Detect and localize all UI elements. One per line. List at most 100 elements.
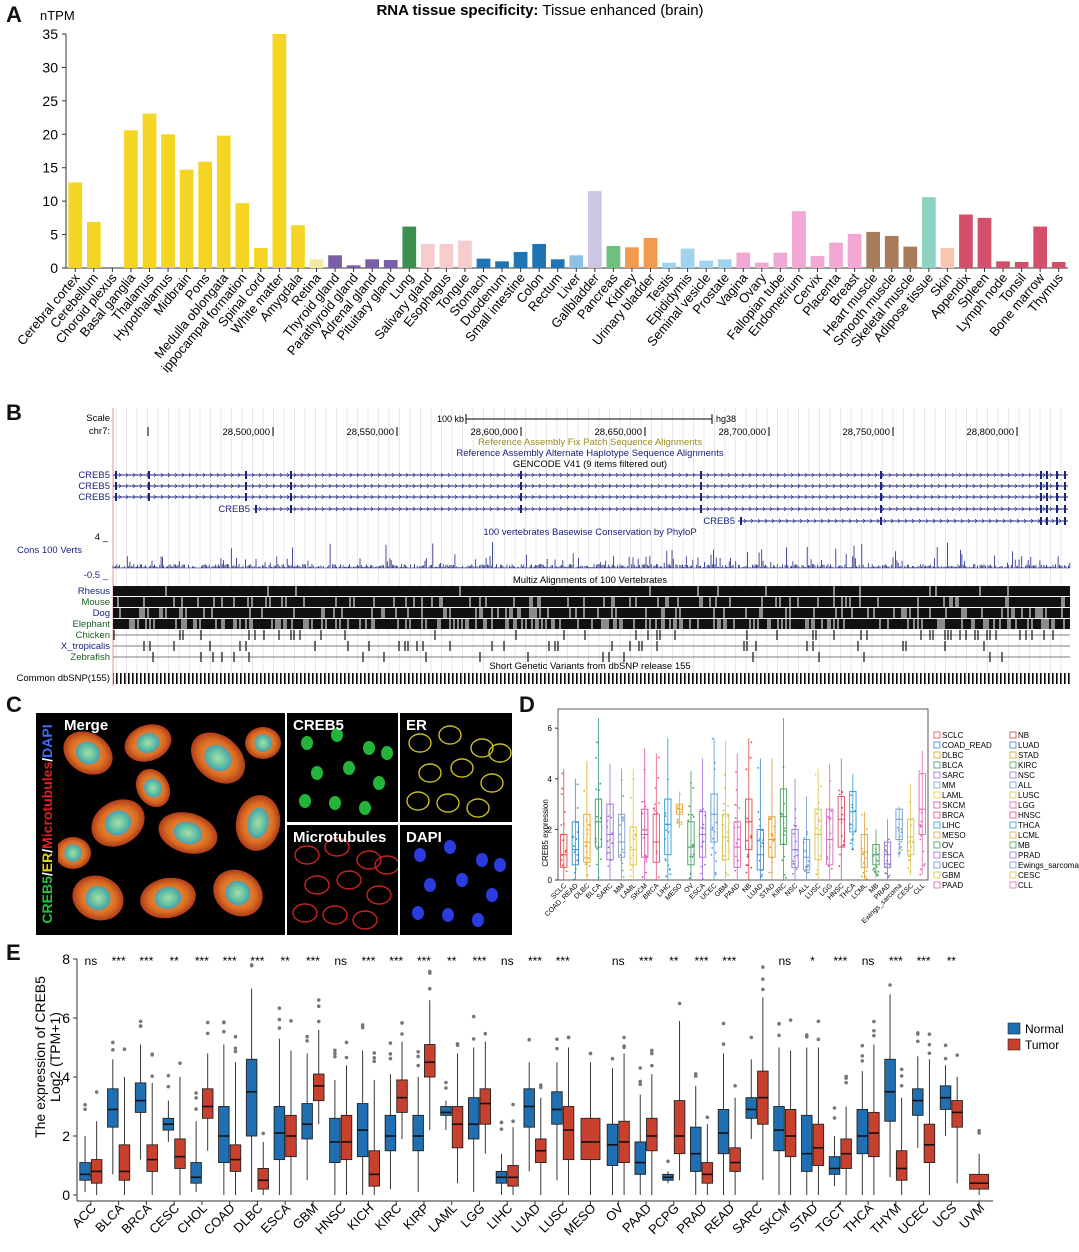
e-box (79, 1103, 91, 1193)
e-outlier (166, 1073, 171, 1078)
gene-strand-arrow (195, 472, 199, 478)
gene-strand-arrow (918, 518, 922, 524)
gene-strand-arrow (734, 472, 738, 478)
d-box (745, 738, 753, 880)
gene-strand-arrow (447, 483, 451, 489)
e-box (412, 1049, 424, 1193)
gene-strand-arrow (426, 506, 430, 512)
d-point (598, 789, 600, 792)
gene-strand-arrow (678, 483, 682, 489)
gene-strand-arrow (1000, 494, 1004, 500)
panel-a-title: RNA tissue specificity: Tissue enhanced … (376, 2, 703, 19)
d-point (621, 817, 624, 820)
d-legend-label: CLL (1018, 881, 1033, 890)
d-point (768, 871, 771, 874)
d-plot-frame (557, 708, 929, 881)
d-legend-item: LIHC (933, 821, 960, 830)
e-box-body (701, 1162, 714, 1184)
e-outlier (400, 1021, 404, 1025)
gene-strand-arrow (468, 494, 472, 500)
d-box-body (560, 834, 568, 868)
d-point (907, 849, 910, 852)
a-bar (513, 251, 528, 268)
gene-exon (700, 482, 702, 490)
d-legend-label: CESC (1018, 871, 1040, 880)
gene-strand-arrow (1023, 518, 1027, 524)
e-significance-mark: *** (112, 954, 126, 968)
gene-strand-arrow (391, 506, 395, 512)
d-box-body (687, 821, 695, 866)
d-point (900, 831, 903, 834)
gene-strand-arrow (552, 483, 556, 489)
gene-strand-arrow (475, 483, 479, 489)
d-point (885, 872, 888, 875)
gene-strand-arrow (778, 518, 782, 524)
d-point (826, 858, 829, 860)
snp-track (113, 673, 1070, 684)
e-box (285, 1019, 297, 1195)
a-bar (866, 231, 881, 268)
gene-strand-arrow (930, 472, 934, 478)
d-point (576, 783, 579, 786)
gene-strand-arrow (846, 494, 850, 500)
d-point (898, 843, 901, 845)
a-bar (253, 247, 268, 268)
d-point (897, 852, 900, 855)
e-outlier (94, 1090, 99, 1094)
d-legend-swatch (1009, 781, 1017, 789)
gene-strand-arrow (643, 494, 647, 500)
e-outlier (471, 1014, 476, 1019)
gene-strand-arrow (692, 483, 696, 489)
gene-strand-arrow (727, 506, 731, 512)
merge-nucleus (154, 886, 182, 910)
gene-label: CREB5 (78, 492, 110, 503)
e-box (368, 1051, 380, 1195)
gene-strand-arrow (237, 472, 241, 478)
e-box (895, 1067, 908, 1195)
gene-strand-arrow (636, 472, 640, 478)
gene-strand-arrow (580, 494, 584, 500)
d-point (919, 838, 922, 841)
d-point (750, 866, 753, 869)
d-point (885, 863, 887, 865)
gene-strand-arrow (1014, 472, 1018, 478)
gene-strand-arrow (881, 472, 885, 478)
gene-strand-arrow (419, 472, 423, 478)
gene-label: CREB5 (703, 516, 735, 527)
d-point (668, 868, 671, 870)
d-point (723, 786, 726, 789)
gene-strand-arrow (965, 483, 969, 489)
e-box-body (118, 1144, 131, 1181)
d-point (794, 808, 797, 810)
d-point (794, 817, 797, 820)
d-point (641, 800, 643, 803)
a-y-tick-label: 10 (42, 193, 58, 209)
d-legend-swatch (1009, 801, 1017, 809)
e-box-body (368, 1150, 380, 1187)
gene-strand-arrow (405, 506, 409, 512)
gene-strand-arrow (608, 506, 612, 512)
d-point (722, 854, 725, 857)
panel-a-bar-chart: RNA tissue specificity: Tissue enhanced … (14, 2, 1068, 375)
gene-exon (880, 493, 882, 501)
e-box (273, 1006, 286, 1195)
gene-strand-arrow (335, 494, 339, 500)
gene-strand-arrow (230, 472, 234, 478)
d-point (814, 773, 817, 776)
d-point (851, 803, 854, 806)
micro-cell (472, 913, 484, 927)
d-box (733, 753, 741, 880)
d-point (770, 856, 773, 859)
d-point (622, 876, 625, 878)
d-point (664, 812, 667, 815)
d-point (700, 872, 702, 875)
d-point (769, 846, 772, 849)
d-point (745, 871, 748, 874)
e-outlier (388, 1052, 393, 1056)
d-legend-label: MB (1018, 841, 1030, 850)
e-box (912, 1031, 924, 1148)
d-point (885, 850, 888, 853)
gene-strand-arrow (601, 472, 605, 478)
cons-bottom-label: -0.5 _ (84, 570, 109, 581)
e-significance-mark: *** (417, 954, 431, 968)
